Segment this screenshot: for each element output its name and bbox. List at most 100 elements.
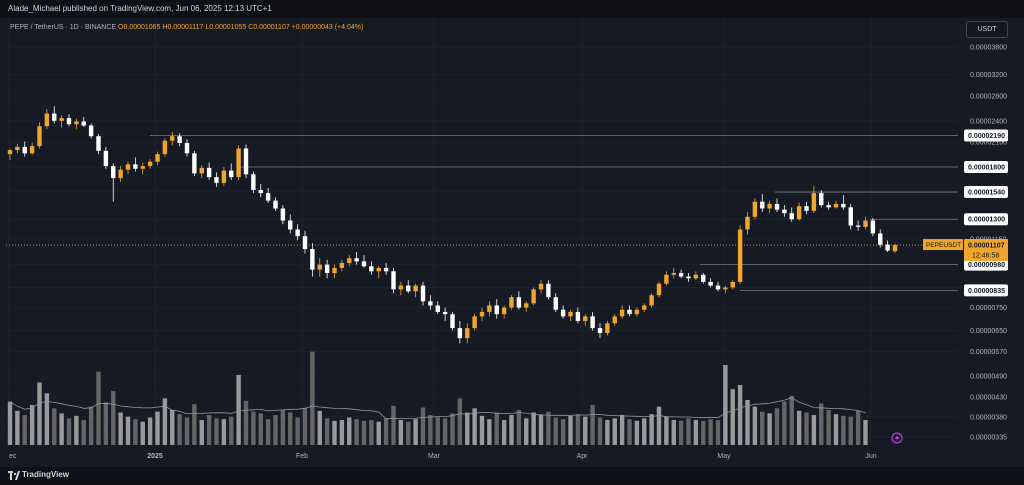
candle-down xyxy=(627,309,632,315)
volume-bar xyxy=(59,413,64,445)
y-axis-tick-label: 0.00000380 xyxy=(970,414,1007,421)
y-axis-tick-label: 0.00000335 xyxy=(970,435,1007,442)
candle-up xyxy=(29,146,35,154)
volume-bar xyxy=(730,389,735,445)
candle-down xyxy=(420,285,426,302)
volume-bar xyxy=(361,420,367,445)
volume-bar xyxy=(391,405,396,445)
volume-bar xyxy=(52,408,57,445)
candle-down xyxy=(265,193,271,201)
candle-up xyxy=(125,164,131,170)
level-price-badge xyxy=(964,213,1008,226)
volume-bar xyxy=(7,401,13,445)
lightning-replay-icon[interactable] xyxy=(891,432,903,444)
candle-down xyxy=(214,177,219,183)
candle-down xyxy=(715,285,721,290)
candle-up xyxy=(664,274,669,284)
candle-up xyxy=(170,136,175,141)
volume-bar xyxy=(538,415,544,445)
candle-down xyxy=(819,193,824,206)
level-price-label: 0.00000835 xyxy=(968,288,1005,295)
chart-frame[interactable] xyxy=(0,18,1024,467)
y-axis-tick-label: 0.00000430 xyxy=(970,394,1007,401)
volume-bar xyxy=(398,420,404,445)
candle-down xyxy=(383,267,389,272)
volume-bar xyxy=(280,410,286,445)
price-chart-svg[interactable]: 0.00003800 0.00003200 0.00002800 0.00002400… xyxy=(0,0,1024,467)
volume-bar xyxy=(568,415,573,445)
volume-bar xyxy=(863,420,868,445)
volume-bar xyxy=(627,419,632,445)
candle-down xyxy=(560,309,566,317)
candle-up xyxy=(767,203,772,209)
candle-down xyxy=(774,203,780,210)
volume-bar xyxy=(236,375,241,445)
y-axis-tick-label: 0.00000750 xyxy=(970,305,1007,312)
candle-down xyxy=(177,136,182,144)
candle-up xyxy=(162,140,168,155)
volume-bar xyxy=(723,365,728,445)
volume-bar xyxy=(678,420,684,445)
volume-bar xyxy=(347,417,352,445)
volume-bar xyxy=(118,412,123,445)
candle-up xyxy=(671,273,676,275)
volume-bar xyxy=(671,420,676,445)
volume-bar xyxy=(855,410,861,445)
volume-bar xyxy=(288,412,293,445)
volume-bar xyxy=(177,414,182,445)
volume-bar xyxy=(560,419,566,445)
volume-bar xyxy=(619,415,625,445)
volume-bar xyxy=(597,417,603,445)
level-price-badge xyxy=(964,284,1008,297)
volume-bar xyxy=(819,403,824,445)
candle-down xyxy=(88,125,94,137)
candle-up xyxy=(472,316,477,329)
volume-bar xyxy=(22,415,27,445)
x-axis-date-label: May xyxy=(717,453,731,460)
candle-down xyxy=(442,311,448,315)
publisher-text: Alade_Michael published on TradingView.c… xyxy=(8,4,272,13)
volume-bar xyxy=(583,416,588,445)
volume-bar xyxy=(140,421,145,445)
volume-bar xyxy=(442,418,448,445)
candle-down xyxy=(133,164,138,169)
candle-down xyxy=(361,261,367,267)
volume-bar xyxy=(162,398,168,445)
candle-down xyxy=(184,143,190,154)
symbol-price-tag xyxy=(923,239,963,251)
volume-bar xyxy=(354,419,359,445)
volume-bar xyxy=(37,382,42,445)
volume-bar xyxy=(715,420,721,445)
candle-down xyxy=(457,328,463,339)
candle-down xyxy=(546,283,551,298)
volume-bar xyxy=(752,406,758,445)
volume-bar xyxy=(324,418,330,445)
candle-up xyxy=(59,118,64,121)
level-price-badge xyxy=(964,129,1008,142)
volume-bar xyxy=(642,418,647,445)
currency-unit-button[interactable]: USDT xyxy=(966,21,1008,38)
candle-down xyxy=(243,148,249,175)
candle-down xyxy=(324,264,330,274)
candle-up xyxy=(752,201,758,217)
y-axis-tick-label: 0.00000490 xyxy=(970,373,1007,380)
ohlc-high: H0.00001117 xyxy=(162,24,204,31)
volume-bar xyxy=(811,415,817,445)
volume-bar xyxy=(29,405,35,445)
candle-down xyxy=(354,258,359,262)
volume-bar xyxy=(693,420,699,445)
x-axis-date-label: Feb xyxy=(296,453,308,460)
candle-up xyxy=(892,245,898,252)
level-price-label: 0.00001300 xyxy=(968,217,1005,224)
volume-bar xyxy=(553,417,558,445)
volume-bar xyxy=(782,401,787,445)
volume-bar xyxy=(406,421,411,445)
volume-bar xyxy=(413,419,418,445)
volume-bar xyxy=(841,415,846,445)
volume-moving-average-line xyxy=(9,397,866,420)
candle-up xyxy=(568,311,573,317)
volume-bar xyxy=(465,412,470,445)
level-price-label: 0.00001800 xyxy=(968,164,1005,171)
candle-down xyxy=(251,174,256,190)
candle-up xyxy=(487,305,492,312)
